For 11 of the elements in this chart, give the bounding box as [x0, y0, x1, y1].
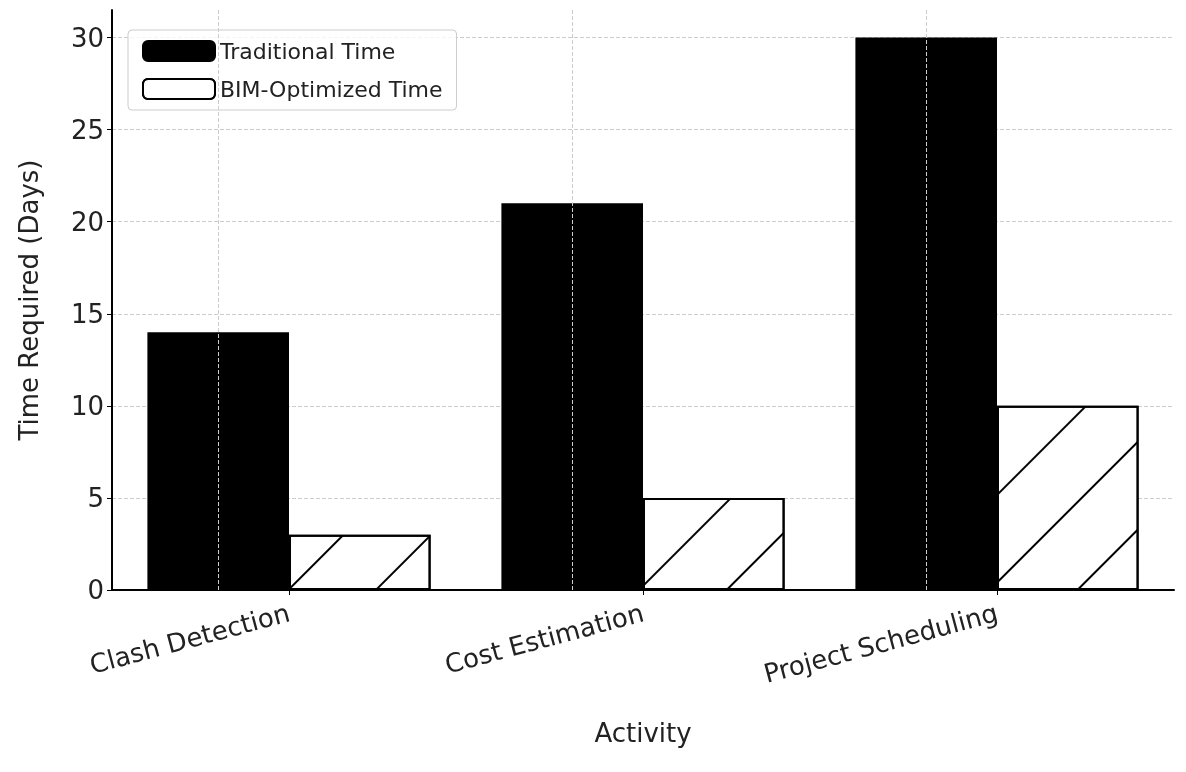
x-axis-title: Activity: [594, 718, 692, 748]
y-tick-label: 30: [70, 22, 104, 53]
y-axis-title: Time Required (Days): [14, 159, 44, 442]
y-tick-label: 10: [70, 390, 104, 421]
y-tick-label: 5: [87, 482, 104, 513]
legend-label: Traditional Time: [219, 38, 396, 64]
y-tick-label: 25: [70, 114, 104, 145]
y-tick-label: 15: [70, 298, 104, 329]
y-tick-label: 20: [70, 206, 104, 237]
legend-label: BIM-Optimized Time: [220, 76, 443, 102]
y-tick-label: 0: [87, 575, 104, 605]
